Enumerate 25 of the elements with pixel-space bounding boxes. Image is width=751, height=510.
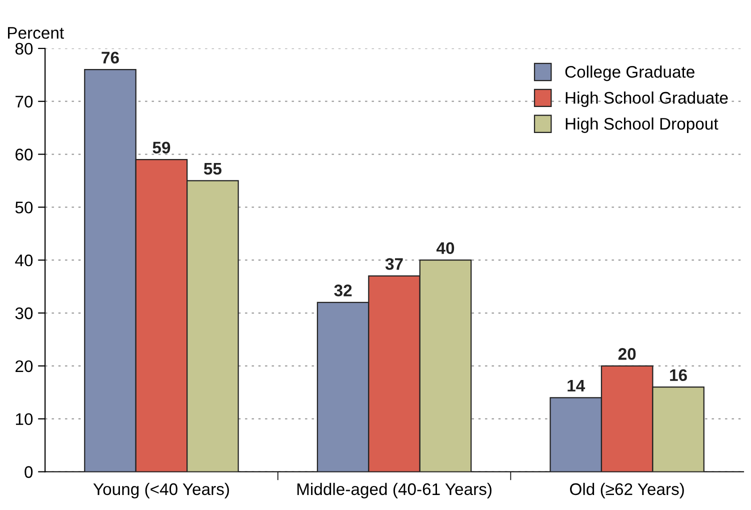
x-tick-label: Old (≥62 Years) — [570, 482, 684, 498]
y-tick-label: 20 — [16, 360, 33, 372]
data-label: 32 — [334, 284, 352, 296]
data-label: 40 — [436, 242, 454, 254]
data-label: 59 — [152, 142, 170, 154]
y-axis-title: Percent — [8, 27, 64, 39]
x-tick-label: Young (<40 Years) — [93, 482, 229, 498]
y-tick-label: 40 — [15, 254, 33, 266]
legend-label: College Graduate — [565, 66, 694, 82]
y-tick-label: 80 — [15, 42, 33, 55]
y-tick-label: 70 — [16, 96, 33, 108]
data-label: 37 — [385, 258, 403, 270]
x-tick-label: Middle-aged (40-61 Years) — [297, 482, 492, 498]
data-label: 55 — [204, 163, 222, 175]
data-label: 76 — [102, 52, 119, 64]
y-tick-label: 50 — [15, 202, 33, 214]
y-tick-label: 30 — [15, 307, 33, 320]
data-label: 16 — [670, 369, 687, 382]
y-tick-label: 10 — [16, 413, 33, 426]
y-tick-label: 60 — [16, 148, 33, 160]
y-tick-label: 0 — [24, 466, 33, 478]
legend-label: High School Dropout — [566, 117, 718, 133]
data-label: 20 — [618, 348, 636, 360]
data-label: 14 — [568, 380, 586, 392]
legend-label: High School Graduate — [566, 91, 728, 108]
